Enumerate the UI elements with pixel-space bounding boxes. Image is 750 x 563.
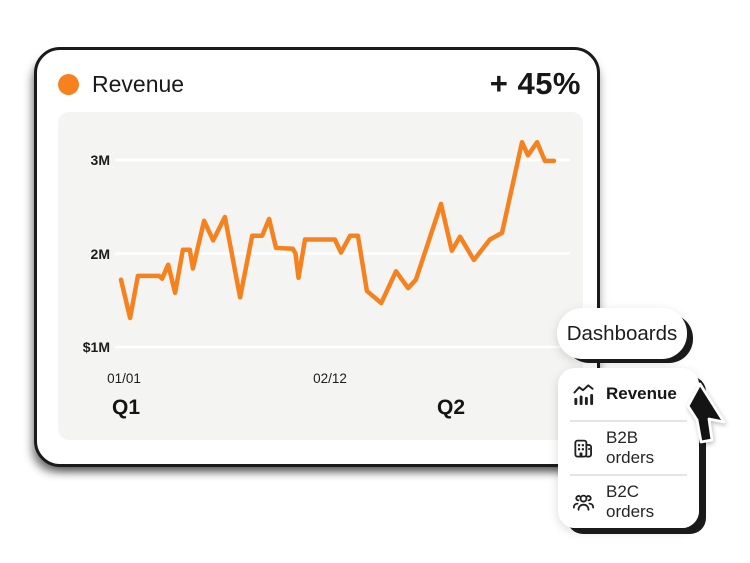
dashboards-popup[interactable]: Dashboards [557,308,687,359]
menu-item-label: B2C orders [606,482,655,521]
chart-icon [572,383,595,406]
building-icon [572,437,595,460]
delta-value: + 45% [489,66,581,101]
menu-item-label: Revenue [606,384,677,403]
menu-item-b2c-orders[interactable]: B2C orders [558,476,699,528]
ytick-0: 3M [90,152,110,168]
menu-item-revenue[interactable]: Revenue [558,368,699,420]
people-icon [572,491,595,514]
menu-divider [570,474,687,476]
quarter-label-q1: Q1 [111,396,141,419]
revenue-legend-dot-icon [58,73,79,95]
menu-divider [570,420,687,422]
menu-item-b2b-orders[interactable]: B2B orders [558,422,699,474]
quarter-label-q2: Q2 [436,396,466,419]
dashboards-popup-label: Dashboards [566,321,678,345]
xtick-0: 01/01 [107,371,141,386]
revenue-line [118,139,557,321]
revenue-line-chart [115,139,570,349]
card-header: Revenue + 45% [58,66,581,102]
dashboards-menu: Revenue B2B orders [558,368,699,528]
chart-panel: 3M 2M $1M 01/01 02/12 Q1 Q2 [58,112,583,440]
menu-item-label: B2B orders [606,428,655,467]
xtick-1: 02/12 [313,371,347,386]
revenue-card: Revenue + 45% 3M 2M $1M 01/01 02/12 Q1 Q… [34,47,600,467]
ytick-2: $1M [82,339,110,355]
card-title: Revenue [92,70,185,97]
ytick-1: 2M [90,245,110,262]
